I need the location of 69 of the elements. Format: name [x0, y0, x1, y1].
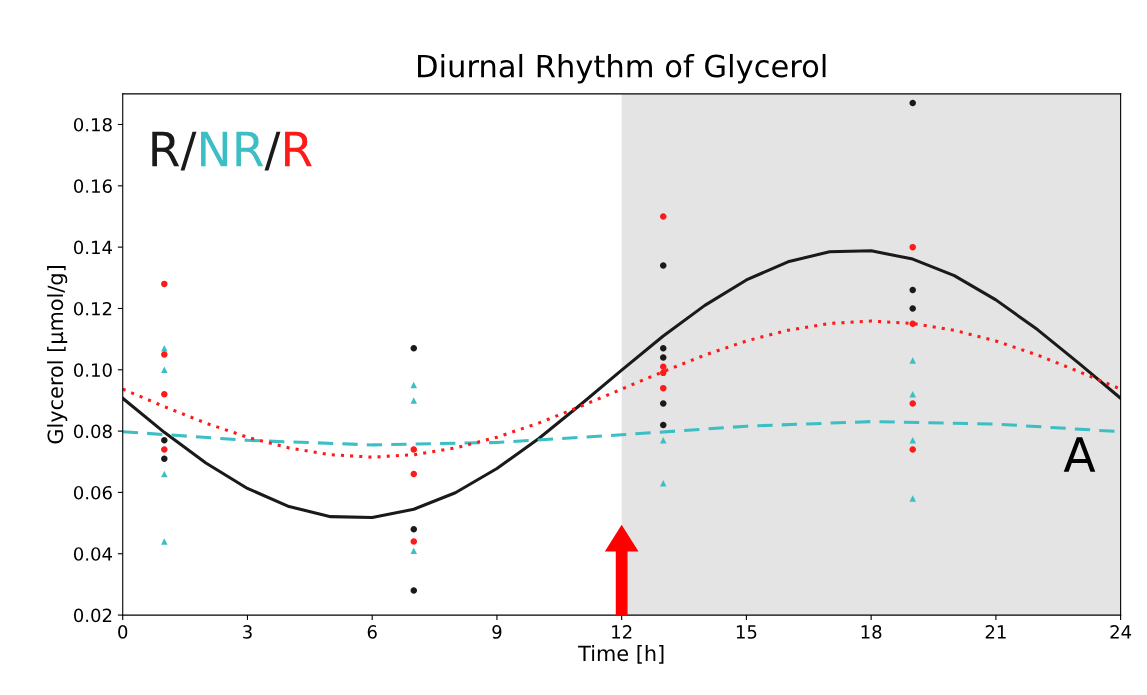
point	[161, 391, 168, 398]
point	[909, 286, 916, 294]
point	[660, 479, 667, 487]
y-tick-label: 0.08	[74, 424, 112, 439]
point	[161, 280, 168, 288]
y-tick-label: 0.16	[74, 179, 112, 193]
point	[660, 354, 667, 361]
x-tick-label: 15	[736, 625, 757, 639]
chart-title: Diurnal Rhythm of Glycerol	[418, 53, 826, 84]
point	[410, 446, 418, 453]
point	[410, 525, 418, 533]
y-tick-label: 0.02	[74, 608, 112, 623]
x-tick-label: 3	[243, 625, 252, 639]
point	[410, 470, 418, 478]
point	[410, 587, 418, 594]
y-tick-label: 0.18	[74, 117, 112, 132]
y-tick-label: 0.10	[74, 363, 112, 377]
point	[909, 305, 916, 312]
point	[161, 470, 168, 478]
x-tick-label: 0	[118, 625, 128, 639]
point	[161, 455, 168, 462]
point	[909, 357, 916, 364]
point	[660, 262, 667, 269]
x-tick-label: 6	[367, 625, 377, 639]
point	[660, 421, 667, 429]
point	[660, 369, 667, 377]
y-axis-title: Glycerol [µmol/g]	[47, 266, 68, 444]
point	[161, 345, 168, 352]
y-tick-label: 0.04	[74, 547, 112, 561]
point	[909, 495, 916, 502]
annotation: R	[152, 131, 180, 167]
y-tick-label: 0.06	[74, 485, 112, 500]
point	[660, 345, 667, 352]
y-tick-label: 0.14	[74, 240, 112, 255]
point	[410, 397, 418, 404]
point	[909, 437, 916, 444]
point	[161, 437, 168, 444]
point	[909, 446, 916, 453]
point	[660, 437, 667, 444]
point	[909, 391, 916, 398]
y-tick-label: 0.12	[74, 301, 112, 316]
x-tick-label: 24	[1110, 625, 1132, 639]
annotation: A	[1063, 437, 1096, 472]
annotation: /	[264, 131, 281, 171]
point	[660, 213, 667, 220]
point	[660, 400, 667, 407]
point	[161, 446, 168, 453]
point	[410, 345, 418, 352]
line-series	[122, 249, 1121, 520]
point	[660, 363, 667, 370]
point	[410, 547, 418, 554]
point	[909, 320, 916, 328]
point	[161, 538, 168, 545]
x-tick-label: 21	[985, 625, 1006, 639]
point	[909, 243, 916, 251]
point	[161, 366, 168, 374]
annotation: NR	[201, 131, 264, 167]
point	[660, 384, 667, 392]
annotation: /	[180, 131, 197, 171]
annotation: R	[285, 131, 312, 167]
x-tick-label: 9	[492, 625, 502, 639]
point	[909, 400, 916, 407]
point	[410, 381, 418, 389]
x-tick-label: 12	[612, 625, 632, 639]
x-axis-title: Time [h]	[578, 645, 664, 664]
point	[909, 99, 916, 107]
point	[161, 351, 168, 358]
point	[410, 538, 418, 545]
x-tick-label: 18	[861, 625, 882, 639]
